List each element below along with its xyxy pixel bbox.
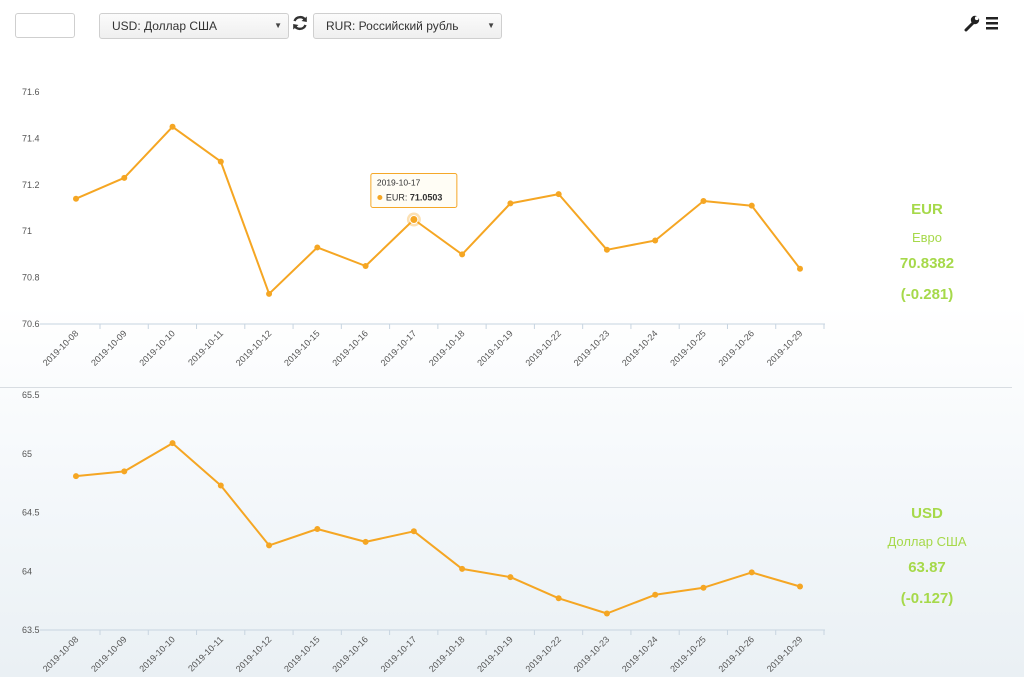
usd-x-tick-label: 2019-10-23	[572, 634, 612, 674]
usd-x-tick-label: 2019-10-26	[717, 634, 757, 674]
eur-data-point	[217, 158, 224, 165]
eur-y-tick-label: 71.2	[22, 180, 40, 190]
usd-y-tick-label: 63.5	[22, 625, 40, 635]
quote-currency-select[interactable]: RUR: Российский рубль ▼	[313, 13, 502, 39]
usd-x-tick-label: 2019-10-15	[282, 634, 322, 674]
eur-tooltip-marker	[377, 195, 383, 201]
eur-tooltip-label: EUR: 71.0503	[386, 193, 443, 203]
usd-data-point	[652, 591, 659, 598]
eur-tooltip-date: 2019-10-17	[377, 178, 421, 188]
base-currency-select[interactable]: USD: Доллар США ▼	[99, 13, 289, 39]
eur-data-point	[314, 244, 321, 251]
usd-x-tick-label: 2019-10-29	[765, 634, 805, 674]
usd-code: USD	[911, 505, 943, 522]
usd-x-tick-label: 2019-10-10	[137, 634, 177, 674]
usd-x-tick-label: 2019-10-22	[523, 634, 563, 674]
eur-change: (-0.281)	[900, 286, 954, 303]
eur-data-point	[459, 251, 466, 258]
eur-name: Евро	[911, 230, 943, 245]
usd-data-point	[121, 468, 128, 475]
usd-data-point	[314, 525, 321, 532]
wrench-icon[interactable]	[964, 15, 980, 32]
eur-data-point	[797, 265, 803, 272]
usd-y-tick-label: 65	[22, 449, 32, 459]
usd-x-tick-label: 2019-10-08	[41, 634, 81, 674]
usd-y-tick-label: 65.5	[22, 390, 40, 400]
eur-y-tick-label: 71	[22, 226, 32, 236]
base-currency-value: USD: Доллар США	[112, 19, 218, 33]
eur-data-point	[362, 263, 369, 269]
eur-tooltip-value: 71.0503	[410, 193, 443, 203]
hamburger-icon[interactable]	[986, 17, 998, 30]
eur-data-point	[73, 195, 79, 202]
eur-y-tick-label: 71.4	[22, 133, 40, 143]
usd-data-point	[555, 595, 562, 602]
eur-data-point	[121, 174, 128, 181]
usd-series-line	[75, 442, 801, 615]
usd-rate: 63.87	[908, 559, 946, 576]
eur-data-point	[507, 200, 514, 207]
eur-data-point	[652, 237, 659, 244]
usd-data-point	[73, 473, 79, 480]
eur-y-tick-label: 70.6	[22, 319, 40, 329]
eur-rate: 70.8382	[899, 255, 955, 272]
usd-name: Доллар США	[887, 534, 967, 549]
eur-data-point	[700, 198, 707, 205]
usd-summary: USD Доллар США 63.87 (-0.127)	[847, 505, 1007, 607]
usd-data-point	[217, 482, 224, 489]
usd-data-point	[748, 569, 755, 576]
eur-data-point	[748, 202, 755, 209]
usd-x-tick-label: 2019-10-19	[475, 634, 515, 674]
usd-data-point	[362, 538, 369, 545]
usd-data-point	[507, 574, 514, 581]
usd-data-point	[410, 528, 417, 535]
eur-tooltip: 2019-10-17 EUR: 71.0503	[370, 173, 458, 209]
usd-y-tick-label: 64	[22, 566, 32, 576]
eur-data-point	[555, 191, 562, 198]
eur-summary: EUR Евро 70.8382 (-0.281)	[847, 201, 1007, 303]
eur-data-point	[603, 246, 610, 253]
usd-x-tick-label: 2019-10-09	[89, 634, 129, 674]
usd-x-tick-label: 2019-10-24	[620, 634, 660, 674]
usd-x-tick-label: 2019-10-18	[427, 634, 467, 674]
usd-data-point	[266, 542, 273, 549]
eur-data-point	[266, 290, 273, 297]
usd-data-point	[169, 440, 176, 447]
usd-x-tick-label: 2019-10-11	[186, 634, 225, 673]
usd-x-tick-label: 2019-10-16	[330, 634, 370, 674]
quote-currency-value: RUR: Российский рубль	[326, 19, 459, 33]
chevron-down-icon: ▼	[274, 21, 282, 30]
eur-series-line	[75, 125, 801, 295]
usd-y-tick-label: 64.5	[22, 508, 40, 518]
usd-data-point	[459, 565, 466, 572]
usd-x-tick-label: 2019-10-12	[234, 634, 274, 674]
eur-tooltip-box	[370, 173, 458, 209]
eur-hover-point	[409, 215, 419, 225]
refresh-icon[interactable]	[291, 14, 309, 32]
chevron-down-icon: ▼	[487, 21, 495, 30]
toolbar: USD: Доллар США ▼ RUR: Российский рубль …	[0, 0, 1024, 50]
usd-x-tick-label: 2019-10-17	[379, 634, 419, 674]
usd-change: (-0.127)	[900, 590, 954, 607]
usd-data-point	[797, 583, 803, 590]
eur-code: EUR	[911, 201, 943, 218]
eur-data-point	[169, 123, 176, 130]
eur-y-tick-label: 71.6	[22, 87, 40, 97]
settings-tools	[964, 15, 998, 32]
chart-divider	[0, 387, 1012, 388]
amount-input[interactable]	[15, 13, 75, 38]
usd-data-point	[700, 584, 707, 591]
usd-data-point	[603, 610, 610, 617]
eur-y-tick-label: 70.8	[22, 273, 40, 283]
usd-x-tick-label: 2019-10-25	[668, 634, 708, 674]
